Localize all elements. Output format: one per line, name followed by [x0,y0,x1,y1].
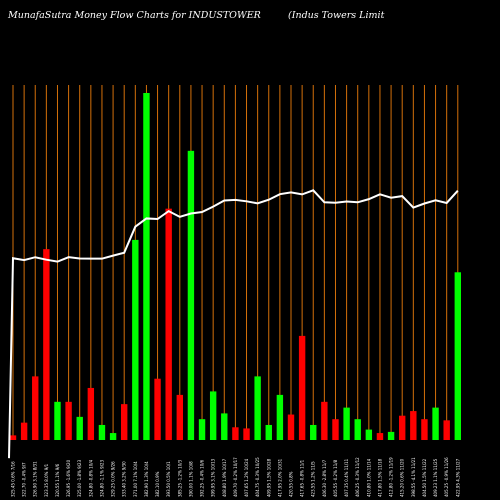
x-tick-label: 406.30 -2.8% 11/7 [322,459,327,497]
money-flow-bar [87,387,95,440]
money-flow-bar [376,433,384,440]
x-tick-label: 326.95 -1.6% 9/20 [66,459,71,497]
x-tick-label: 406.25 -0.3% 11/12 [355,457,360,497]
x-tick-label: 392.25 -0.4% 10/6 [200,459,205,497]
money-flow-bar [221,413,228,440]
x-tick-label: 382.10 0.9% [155,471,160,497]
x-tick-label: 415.20 0.6% 11/20 [400,458,405,497]
money-flow-bar [165,208,172,440]
x-tick-label: 407.35 0.4% 11/11 [344,458,349,497]
money-flow-bar [209,391,217,440]
money-flow-bar [54,401,61,440]
money-flow-bar [76,416,83,440]
money-flow-bar [132,239,139,440]
money-flow-bar [421,419,428,440]
money-flow-bar [20,422,28,440]
money-flow-bar [43,249,50,440]
x-tick-label: 385.25 -1.2% 10/3 [177,459,182,497]
money-flow-bar [9,435,17,440]
x-tick-label: 371.00 7.1% 10/4 [133,461,138,497]
x-tick-label: 408.80 1.9% 10/17 [222,458,227,497]
money-flow-bar [65,401,72,440]
money-flow-bar [454,272,461,440]
money-flow-bar [176,394,183,440]
x-tick-label: 325.00 -1.8% 9/23 [77,459,82,497]
x-tick-label: 417.95 2.0% 10/31 [277,458,282,497]
money-flow-bar [265,424,272,440]
chart-title: MunafaSutra Money Flow Charts for INDUST… [7,10,261,21]
money-flow-bar [187,150,195,440]
money-flow-bar [232,427,239,440]
money-flow-bar [121,404,128,440]
money-flow-bar [254,376,261,440]
x-tick-label: 423.55 1.2% 11/5 [311,461,316,497]
x-tick-label: 324.80 -1.1% 9/23 [99,459,104,497]
money-flow-bar [310,424,317,440]
money-flow-bar [154,378,161,440]
x-tick-label: 329.25 0.0% 9/26 [111,461,116,497]
x-tick-label: 410.80 1.0% 11/14 [366,458,371,497]
money-flow-bar [343,407,350,440]
x-tick-label: 333.40 3.2% 9/30 [122,461,127,497]
money-flow-bar [32,376,39,440]
bar-series [9,93,461,440]
money-flow-bar [365,429,373,440]
money-flow-bar [332,419,339,440]
x-tick-label: 420.55 0.8% [289,471,294,497]
grid-lines [12,85,459,440]
money-flow-bar [198,419,206,440]
money-flow-bar [109,433,117,440]
x-tick-label: 325.45 0.6% 7/16 [11,461,16,497]
money-flow-bar [243,428,250,440]
x-tick-label: 409.95 1.5% 10/28 [266,458,271,497]
money-flow-bar [432,407,439,440]
x-tick-label: 417.65 -0.8% 11/1 [300,459,305,497]
x-tick-label: 323.35 8.0% 9/1 [44,463,49,497]
money-flow-bar [354,419,361,440]
x-tick-label: 382.90 1.3% 10/4 [144,461,149,497]
x-tick-label: 409.70 -0.2% 10/17 [233,457,238,497]
x-tick-label: 326.90 3.1% 8/31 [33,461,38,497]
x-tick-label: 398.55 -4.1% 11/21 [411,457,416,497]
money-flow-bar [298,335,306,440]
x-tick-label: 405.55 -0.2% 11/8 [333,459,338,497]
x-tick-label: 405.25 -0.9% 11/26 [444,457,449,497]
chart-subtitle: (Indus Towers Limit [288,10,385,21]
money-flow-bar [387,431,395,440]
x-tick-label: 412.80 -1.2% 11/19 [389,457,394,497]
x-tick-label: 322.70 -0.4% 9/7 [22,462,27,497]
money-flow-bar [143,93,150,440]
money-flow-bar [321,401,328,440]
x-tick-label: 390.00 1.1% 10/8 [188,461,193,497]
x-tick-label: 404.50 1.5% 11/22 [422,458,427,497]
x-tick-label: 409.23 1.1% 11/25 [433,458,438,497]
x-tick-label: 393.50 0.5% 10/1 [166,461,171,497]
x-tick-label: 320.55 1.1% 9/6 [55,463,60,497]
x-tick-label: 407.65 1.2% 10/24 [244,458,249,497]
money-flow-bar [410,411,417,440]
x-tick-labels: 325.45 0.6% 7/16 322.70 -0.4% 9/7 326.90 3… [11,457,461,497]
x-tick-label: 422.95 4.3% 11/27 [455,458,460,497]
x-tick-label: 404.75 -0.3% 10/25 [255,457,260,497]
x-tick-label: 324.80 -0.8% 10/4 [88,459,93,497]
money-flow-bar [276,394,284,440]
x-tick-label: 399.95 3.1% 10/13 [211,458,216,497]
money-flow-bar [443,420,450,440]
x-tick-label: 417.80 1.5% 11/18 [377,458,382,497]
money-flow-bar [98,424,106,440]
price-line [8,189,459,459]
money-flow-bar [287,414,295,440]
money-flow-bar [399,415,406,440]
